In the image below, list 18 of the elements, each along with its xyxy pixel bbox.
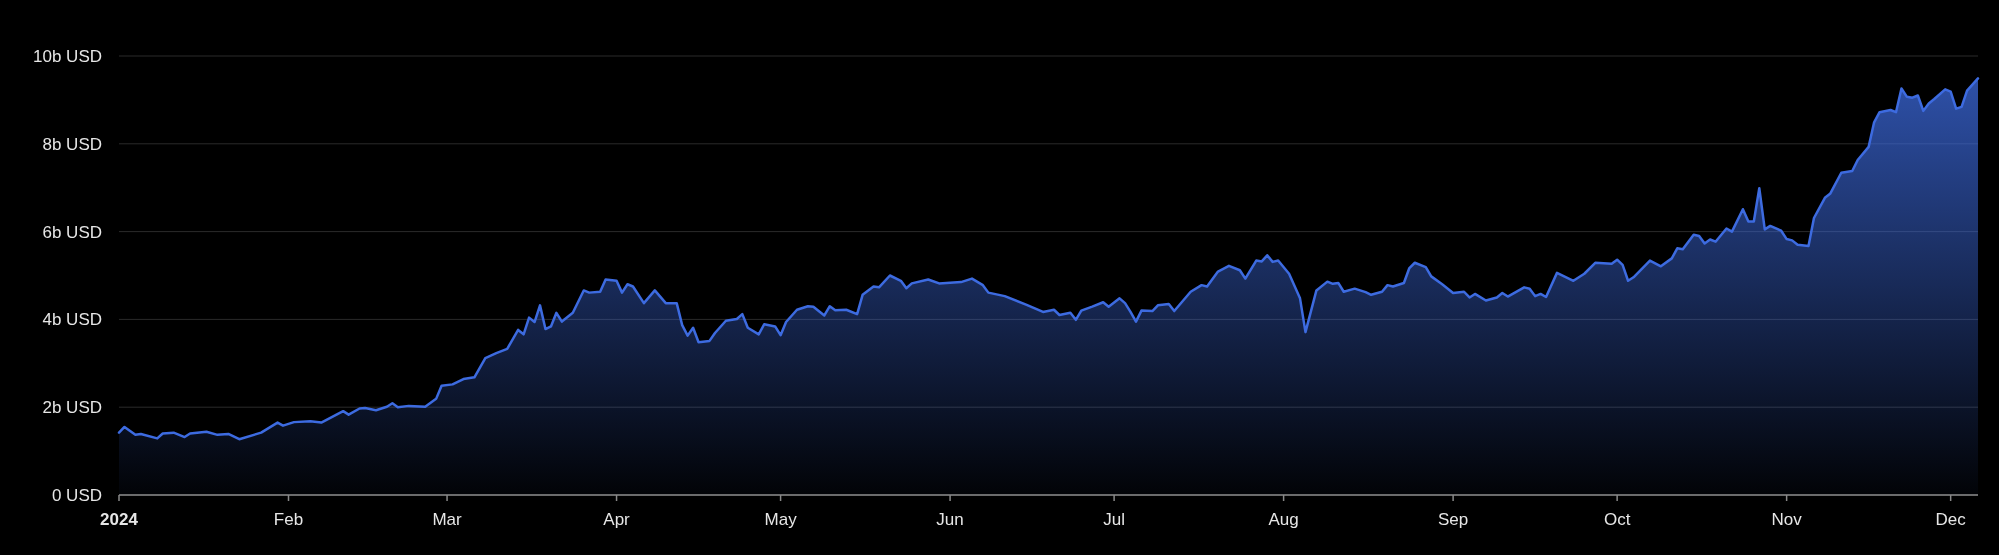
- x-tick-label: Jun: [936, 510, 964, 529]
- x-tick-label: Apr: [603, 510, 631, 529]
- x-tick-label: 2024: [100, 510, 139, 529]
- x-tick-label: Jul: [1103, 510, 1125, 529]
- y-tick-label: 2b USD: [42, 398, 102, 418]
- x-tick-label: Aug: [1268, 510, 1299, 529]
- y-tick-label: 4b USD: [42, 310, 102, 330]
- x-tick-label: Sep: [1437, 510, 1469, 529]
- y-tick-label: 10b USD: [33, 46, 102, 66]
- x-tick-label: Oct: [1603, 510, 1631, 529]
- y-tick-label: 6b USD: [42, 222, 102, 242]
- x-tick-label: Mar: [432, 510, 463, 529]
- y-tick-label: 8b USD: [42, 134, 102, 154]
- y-tick-label: 0 USD: [51, 485, 102, 505]
- x-tick-label: Dec: [1935, 510, 1967, 529]
- x-tick-label: Feb: [273, 510, 304, 529]
- x-tick-label: May: [764, 510, 798, 529]
- x-tick-label: Nov: [1771, 510, 1803, 529]
